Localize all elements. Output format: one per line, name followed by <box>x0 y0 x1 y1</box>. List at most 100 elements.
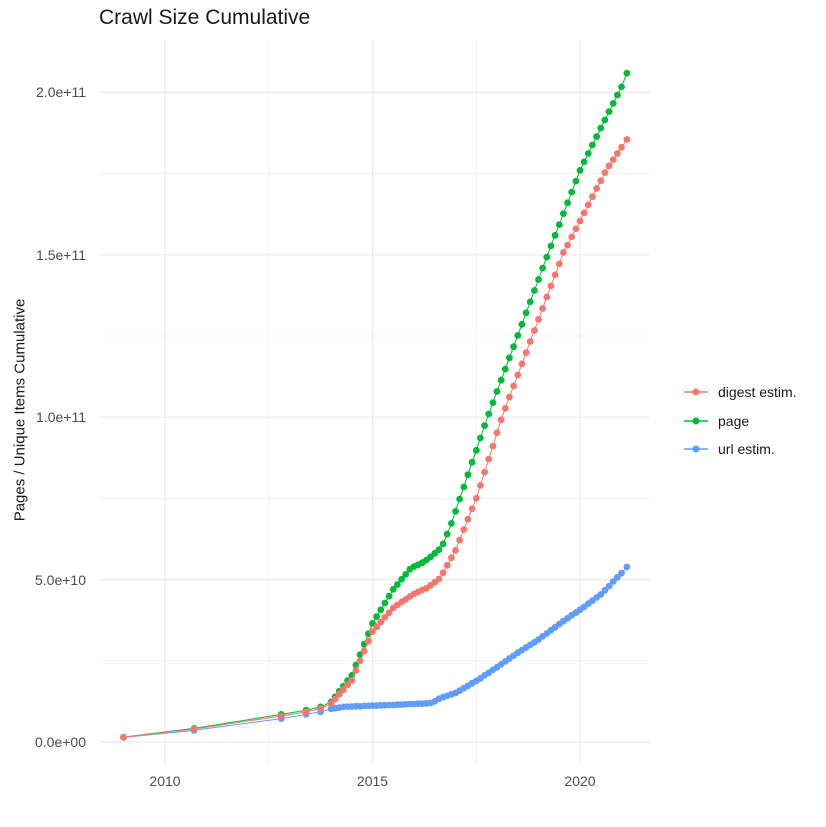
data-point <box>543 293 551 301</box>
data-point <box>317 705 324 712</box>
data-point <box>547 282 555 290</box>
data-point <box>452 547 459 554</box>
data-point <box>344 681 351 689</box>
y-tick-label: 0.0e+00 <box>35 734 86 750</box>
data-point <box>514 371 522 379</box>
data-point <box>531 327 538 334</box>
data-point <box>560 210 567 218</box>
data-point <box>522 349 530 356</box>
data-point <box>385 609 393 617</box>
data-point <box>489 442 497 450</box>
x-tick-label: 2020 <box>564 773 596 789</box>
data-point <box>618 143 625 151</box>
data-point <box>555 260 563 268</box>
legend-key-icon <box>684 388 708 396</box>
data-point <box>302 708 310 716</box>
data-point <box>614 150 621 157</box>
legend-key-dot <box>692 417 700 424</box>
data-point <box>605 108 613 115</box>
data-point <box>510 343 517 351</box>
data-point <box>477 434 484 442</box>
data-point <box>190 725 198 733</box>
data-point <box>485 410 493 418</box>
data-point <box>385 592 393 600</box>
y-tick-label: 1.0e+11 <box>36 409 86 426</box>
data-point <box>514 332 522 339</box>
y-tick-label: 2.0e+11 <box>36 84 86 101</box>
series-digest-estim <box>120 136 631 741</box>
data-point <box>360 647 368 655</box>
data-point <box>539 264 546 272</box>
data-point <box>439 569 447 577</box>
data-point <box>435 546 443 554</box>
data-point <box>472 495 480 502</box>
data-point <box>489 399 497 406</box>
data-point <box>551 231 559 239</box>
data-point <box>623 563 631 571</box>
series-line-page <box>123 73 628 738</box>
legend-key-icon <box>684 417 708 424</box>
data-point <box>597 591 605 598</box>
major-gridlines <box>100 40 650 765</box>
data-point <box>623 69 631 77</box>
data-point <box>394 581 401 588</box>
data-point <box>584 150 592 157</box>
data-point <box>518 320 526 328</box>
data-point <box>543 253 551 261</box>
data-point <box>381 613 389 621</box>
data-point <box>589 141 596 149</box>
series-line-digest-estim <box>123 139 628 738</box>
data-point <box>593 133 600 141</box>
data-point <box>481 422 488 429</box>
data-point <box>348 676 356 684</box>
data-point <box>373 623 380 631</box>
data-point <box>510 382 517 390</box>
data-point <box>572 225 580 233</box>
data-point <box>468 505 476 513</box>
data-point <box>593 185 600 192</box>
chart-title: Crawl Size Cumulative <box>99 6 311 29</box>
data-point <box>609 100 617 107</box>
data-point <box>464 471 472 479</box>
legend-label: digest estim. <box>718 384 797 400</box>
data-point <box>568 233 576 241</box>
data-point <box>497 416 505 424</box>
data-point <box>535 316 542 323</box>
data-point <box>443 530 451 538</box>
data-point <box>460 483 468 491</box>
data-point <box>614 91 621 99</box>
data-point <box>402 571 410 578</box>
y-tick-label: 5.0e+10 <box>35 571 86 588</box>
legend-item-url-estim: url estim. <box>683 439 775 459</box>
data-point <box>568 188 576 196</box>
data-point <box>518 360 526 368</box>
x-tick-label: 2010 <box>149 773 181 789</box>
data-point <box>369 628 376 635</box>
data-point <box>377 606 385 614</box>
data-point <box>535 276 542 283</box>
data-point <box>618 569 625 577</box>
data-point <box>381 599 389 607</box>
series-page <box>120 69 631 741</box>
data-point <box>439 540 447 548</box>
legend-item-digest-estim: digest estim. <box>683 382 797 402</box>
legend-label: page <box>718 412 750 429</box>
data-point <box>340 686 347 694</box>
data-point <box>506 354 513 362</box>
data-point <box>597 124 605 132</box>
legend-label: url estim. <box>718 441 775 457</box>
data-point <box>493 429 501 437</box>
data-point <box>331 695 339 703</box>
data-point <box>485 455 493 463</box>
data-point <box>597 177 605 185</box>
data-point <box>605 582 613 590</box>
data-point <box>460 526 468 533</box>
data-point <box>452 508 459 515</box>
data-point <box>464 515 472 523</box>
data-point <box>618 83 625 91</box>
data-point <box>547 242 555 250</box>
data-point <box>327 700 335 708</box>
data-point <box>589 193 596 201</box>
